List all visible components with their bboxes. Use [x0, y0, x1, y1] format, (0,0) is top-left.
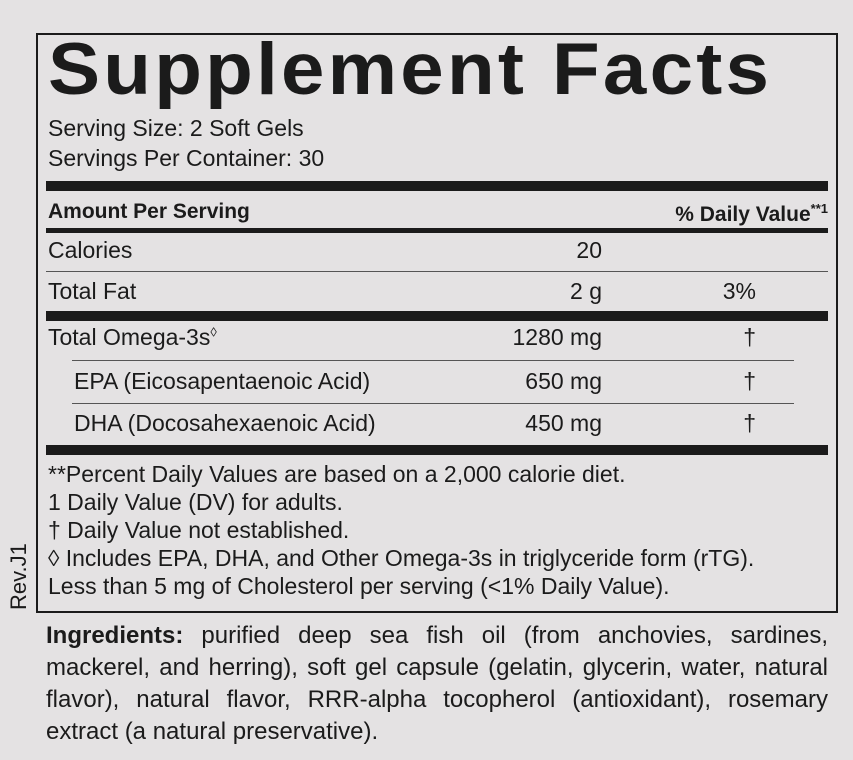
footnote-percent-dv: **Percent Daily Values are based on a 2,… [48, 461, 626, 487]
servings-per-container: Servings Per Container: 30 [48, 145, 325, 171]
footnote-dv-not-established: † Daily Value not established. [48, 517, 350, 543]
nutrient-row-calories: Calories 20 [48, 237, 602, 263]
nutrient-row-total-fat: Total Fat 2 g 3% [48, 278, 756, 304]
panel-title: Supplement Facts [48, 29, 773, 110]
footnote-dv-adults: 1 Daily Value (DV) for adults. [48, 489, 343, 515]
nutrient-row-dha: DHA (Docosahexaenoic Acid) 450 mg † [74, 410, 756, 436]
medium-rule [46, 228, 828, 233]
revision-code: Rev.J1 [6, 543, 31, 610]
nutrient-row-omega3: Total Omega-3s◊ 1280 mg † [48, 324, 756, 350]
footnote-cholesterol: Less than 5 mg of Cholesterol per servin… [48, 573, 670, 599]
header-row: Amount Per Serving % Daily Value**1 [46, 191, 828, 231]
thick-rule [46, 181, 828, 191]
amount-per-serving-header: Amount Per Serving [48, 200, 250, 223]
thick-rule [46, 311, 828, 321]
row-divider [72, 403, 794, 404]
row-divider [46, 271, 828, 272]
ingredients-heading: Ingredients: [46, 622, 184, 649]
supplement-facts-panel: Supplement Facts Serving Size: 2 Soft Ge… [36, 33, 838, 613]
ingredients-text: purified deep sea fish oil (from anchovi… [46, 622, 828, 745]
footnote-rtg: ◊ Includes EPA, DHA, and Other Omega-3s … [48, 545, 755, 571]
row-divider [72, 360, 794, 361]
serving-size: Serving Size: 2 Soft Gels [48, 115, 304, 141]
thick-rule [46, 445, 828, 455]
daily-value-header: % Daily Value**1 [675, 201, 828, 226]
nutrient-row-epa: EPA (Eicosapentaenoic Acid) 650 mg † [74, 368, 756, 394]
ingredients-paragraph: Ingredients: purified deep sea fish oil … [46, 620, 828, 748]
